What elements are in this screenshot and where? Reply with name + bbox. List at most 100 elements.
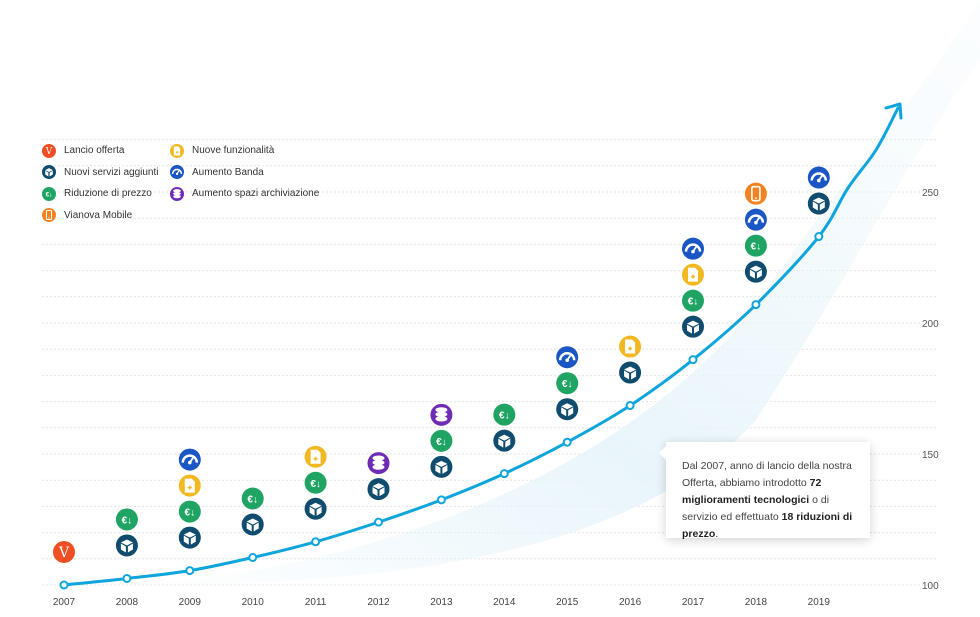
- legend-label: Aumento Banda: [192, 166, 264, 178]
- y-tick-label: 100: [922, 581, 939, 592]
- event-icons: V €↓ €↓ €↓ €↓ €↓ €↓ €↓ €↓ €↓: [53, 166, 830, 563]
- series-line: [62, 106, 900, 587]
- euro-down-icon: €↓: [493, 403, 516, 426]
- document-plus-icon: [178, 474, 201, 497]
- y-axis: 100 150 200 250: [922, 188, 939, 592]
- smartphone-icon: [744, 182, 767, 205]
- legend-item-funzionalita: Nuove funzionalità: [170, 140, 340, 162]
- cube-icon: [807, 192, 830, 215]
- euro-down-icon: €↓: [178, 500, 201, 523]
- data-point: [688, 355, 698, 365]
- legend-label: Nuove funzionalità: [192, 145, 275, 157]
- document-plus-icon: [619, 335, 642, 358]
- data-points: [59, 232, 824, 590]
- smartphone-icon: [42, 208, 56, 223]
- svg-text:€↓: €↓: [122, 515, 133, 526]
- y-tick-label: 200: [922, 319, 939, 330]
- cube-icon: [682, 315, 704, 338]
- x-tick-label: 2017: [682, 597, 705, 608]
- data-point: [248, 552, 258, 562]
- legend-label: Aumento spazi archiviazione: [192, 188, 320, 200]
- legend-column-2: Nuove funzionalità Aumento Banda Aumento s…: [170, 140, 340, 205]
- cube-icon: [493, 429, 516, 452]
- svg-text:€↓: €↓: [688, 297, 699, 308]
- legend-label: Nuovi servizi aggiunti: [64, 166, 159, 178]
- euro-down-icon: €↓: [556, 372, 579, 395]
- document-plus-icon: [170, 143, 184, 158]
- data-point: [374, 517, 383, 527]
- svg-text:V: V: [58, 545, 70, 561]
- cube-icon: [556, 398, 579, 421]
- svg-text:V: V: [45, 147, 53, 157]
- x-tick-label: 2019: [808, 597, 831, 608]
- legend-label: Vianova Mobile: [64, 209, 133, 221]
- legend-item-archiviazione: Aumento spazi archiviazione: [170, 183, 340, 205]
- database-icon: [430, 403, 453, 426]
- data-point: [562, 437, 572, 447]
- x-axis: 2007 2008 2009 2010 2011 2012 2013 2014 2015 2016…: [53, 597, 830, 608]
- x-tick-label: 2015: [556, 597, 579, 608]
- speedometer-icon: [682, 237, 704, 260]
- annotation-text-3: .: [715, 528, 719, 540]
- x-tick-label: 2007: [53, 597, 76, 608]
- document-plus-icon: [304, 445, 327, 468]
- svg-text:€↓: €↓: [310, 479, 321, 490]
- x-tick-label: 2016: [619, 597, 642, 608]
- euro-down-icon: €↓: [115, 508, 138, 531]
- annotation-bold-1: 72 miglioramenti tecnologici: [682, 477, 822, 506]
- cube-icon: [430, 455, 453, 478]
- cube-icon: [241, 513, 264, 536]
- data-point: [499, 469, 509, 479]
- cube-icon: [178, 526, 201, 549]
- x-tick-label: 2009: [179, 597, 202, 608]
- x-tick-label: 2012: [367, 597, 390, 608]
- data-point: [751, 300, 761, 310]
- legend-item-banda: Aumento Banda: [170, 162, 340, 184]
- x-tick-label: 2018: [745, 597, 768, 608]
- euro-down-icon: €↓: [304, 471, 327, 494]
- svg-text:€↓: €↓: [185, 508, 196, 519]
- data-point: [436, 495, 446, 505]
- speedometer-icon: [170, 165, 184, 180]
- svg-text:€↓: €↓: [499, 411, 510, 422]
- speedometer-icon: [556, 346, 579, 369]
- data-point: [122, 573, 132, 583]
- svg-text:€↓: €↓: [751, 242, 762, 253]
- speedometer-icon: [744, 208, 767, 231]
- arrow-head-icon: [884, 102, 903, 120]
- speedometer-icon: [178, 448, 201, 471]
- annotation-bold-2: 18 riduzioni di prezzo: [682, 511, 853, 540]
- cube-icon: [744, 260, 767, 283]
- data-point: [814, 232, 824, 242]
- data-point: [625, 401, 635, 411]
- x-tick-label: 2011: [305, 597, 327, 608]
- cube-icon: [304, 497, 327, 520]
- v-logo-icon: V: [53, 541, 75, 563]
- cube-icon: [367, 478, 390, 501]
- cube-icon: [619, 361, 642, 384]
- euro-down-icon: €↓: [682, 289, 704, 312]
- euro-down-icon: €↓: [241, 487, 264, 510]
- database-icon: [367, 452, 390, 475]
- annotation-text-2: o di servizio ed effettuato: [682, 494, 830, 523]
- legend-item-mobile: Vianova Mobile: [42, 205, 212, 227]
- euro-down-icon: €↓: [42, 186, 56, 201]
- trend-shade: [126, 0, 980, 585]
- svg-text:€↓: €↓: [46, 191, 53, 198]
- annotation-box: Dal 2007, anno di lancio della nostra Of…: [659, 442, 870, 540]
- legend-label: Lancio offerta: [64, 145, 125, 157]
- v-logo-icon: V: [42, 143, 56, 158]
- database-icon: [170, 186, 184, 201]
- legend-item-lancio: V Lancio offerta: [42, 140, 212, 162]
- data-point: [185, 566, 195, 576]
- euro-down-icon: €↓: [430, 429, 453, 452]
- data-point: [311, 537, 321, 547]
- annotation-text-1: Dal 2007, anno di lancio della nostra Of…: [682, 460, 852, 489]
- cube-icon: [115, 534, 138, 557]
- legend-label: Riduzione di prezzo: [64, 188, 152, 200]
- x-tick-label: 2008: [116, 597, 139, 608]
- svg-text:€↓: €↓: [247, 494, 258, 505]
- speedometer-icon: [807, 166, 830, 189]
- legend-item-prezzo: €↓ Riduzione di prezzo: [42, 183, 212, 205]
